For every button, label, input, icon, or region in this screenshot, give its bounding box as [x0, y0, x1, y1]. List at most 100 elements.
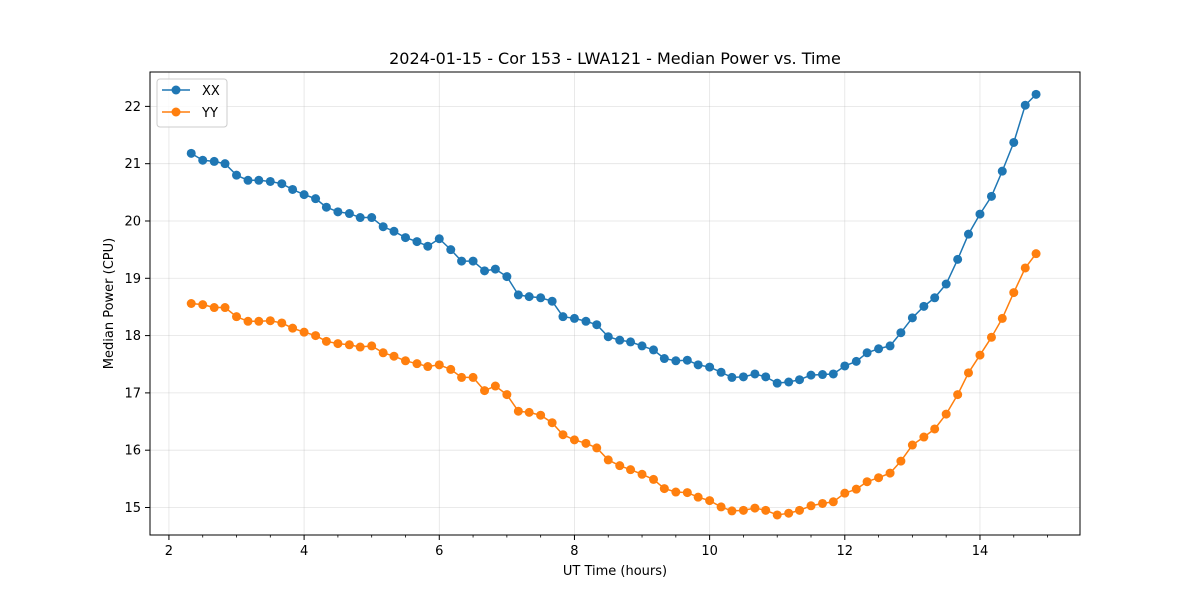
data-point-xx [434, 234, 444, 244]
data-point-yy [243, 316, 253, 326]
data-point-xx [649, 345, 659, 355]
data-point-yy [772, 510, 782, 520]
data-point-xx [828, 369, 838, 379]
data-point-xx [716, 367, 726, 377]
data-point-xx [389, 226, 399, 236]
chart-title: 2024-01-15 - Cor 153 - LWA121 - Median P… [389, 49, 841, 68]
data-point-xx [480, 266, 490, 276]
x-tick-label: 14 [972, 544, 989, 559]
data-point-yy [953, 390, 963, 400]
data-point-xx [209, 156, 219, 166]
data-point-xx [547, 296, 557, 306]
data-point-yy [513, 406, 523, 416]
data-point-xx [671, 356, 681, 366]
data-point-xx [907, 313, 917, 323]
data-point-xx [840, 361, 850, 371]
data-point-xx [524, 292, 534, 302]
data-point-xx [705, 362, 715, 372]
axis-ticks: 2 4 6 8 10 12 14 15 16 17 18 19 20 21 22 [124, 100, 1048, 559]
data-point-xx [817, 370, 827, 380]
data-point-yy [997, 313, 1007, 323]
data-point-yy [874, 473, 884, 483]
y-tick-label: 21 [124, 157, 141, 172]
data-point-xx [412, 237, 422, 247]
series-xx [186, 89, 1041, 388]
data-point-yy [232, 312, 242, 322]
series-line-xx [190, 93, 1037, 384]
data-point-yy [986, 332, 996, 342]
data-point-xx [457, 256, 467, 266]
data-point-yy [457, 372, 467, 382]
data-point-xx [288, 184, 298, 194]
data-point-xx [784, 377, 794, 387]
data-point-yy [615, 461, 625, 471]
data-point-xx [963, 229, 973, 239]
x-tick-label: 2 [165, 544, 173, 559]
data-point-yy [536, 410, 546, 420]
data-point-yy [412, 359, 422, 369]
data-point-xx [930, 293, 940, 303]
data-point-xx [603, 332, 613, 342]
y-tick-label: 18 [124, 329, 141, 344]
legend-marker-yy [171, 107, 181, 117]
data-point-xx [637, 341, 647, 351]
x-tick-label: 12 [837, 544, 854, 559]
data-point-xx [896, 328, 906, 338]
data-point-yy [265, 316, 275, 326]
data-point-xx [750, 369, 760, 379]
data-point-yy [626, 465, 636, 475]
x-tick-label: 4 [300, 544, 308, 559]
data-point-yy [716, 502, 726, 512]
data-point-yy [299, 327, 309, 337]
data-point-yy [558, 430, 568, 440]
data-point-yy [682, 488, 692, 498]
data-point-xx [738, 372, 748, 382]
data-point-xx [986, 191, 996, 201]
data-point-xx [186, 148, 196, 158]
data-point-yy [321, 336, 331, 346]
data-point-xx [400, 233, 410, 243]
data-point-yy [423, 362, 433, 372]
data-point-xx [862, 348, 872, 358]
legend-marker-xx [171, 85, 181, 95]
legend-label-yy: YY [201, 106, 218, 121]
x-axis-label: UT Time (hours) [563, 564, 667, 579]
data-point-xx [919, 301, 929, 311]
data-point-xx [682, 355, 692, 365]
data-point-yy [446, 364, 456, 374]
data-point-yy [468, 372, 478, 382]
data-point-xx [693, 360, 703, 370]
data-point-xx [232, 170, 242, 180]
data-point-yy [333, 339, 343, 349]
data-point-yy [367, 341, 377, 351]
data-point-xx [885, 341, 895, 351]
data-point-xx [806, 370, 816, 380]
data-point-yy [186, 299, 196, 308]
data-point-yy [288, 323, 298, 333]
data-point-yy [311, 331, 321, 341]
data-point-xx [243, 175, 253, 185]
data-point-xx [254, 175, 264, 185]
data-point-xx [198, 155, 208, 165]
data-point-yy [919, 432, 929, 442]
data-point-xx [761, 372, 771, 382]
legend-label-xx: XX [202, 84, 220, 99]
data-point-yy [828, 497, 838, 507]
data-point-xx [874, 344, 884, 354]
data-point-yy [637, 469, 647, 479]
series-layer [186, 89, 1041, 520]
data-point-yy [896, 456, 906, 466]
data-point-yy [569, 435, 579, 445]
data-point-yy [963, 368, 973, 378]
data-point-yy [400, 356, 410, 366]
data-point-xx [1020, 100, 1030, 110]
data-point-yy [727, 506, 737, 516]
data-point-xx [772, 378, 782, 388]
y-tick-label: 17 [124, 386, 141, 401]
data-point-xx [1031, 89, 1041, 99]
data-point-xx [277, 179, 287, 189]
data-point-yy [851, 484, 861, 494]
x-tick-label: 10 [701, 544, 718, 559]
